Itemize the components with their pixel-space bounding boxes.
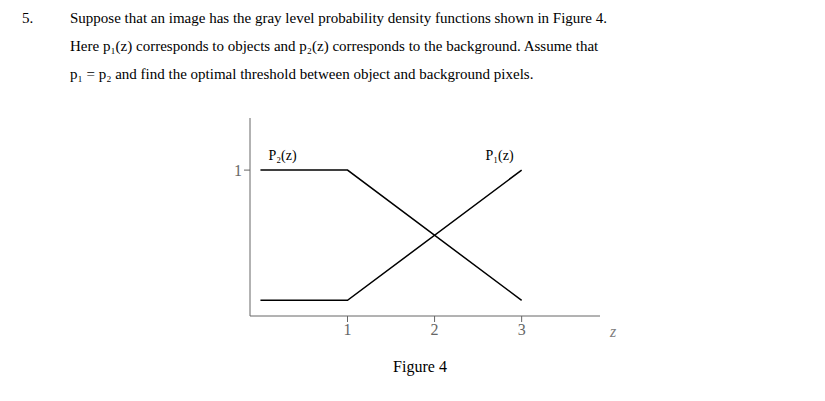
html-text:Figure 4: Figure 4: [393, 358, 447, 375]
svg-text:z: z: [609, 323, 617, 340]
html-text:5.: 5.: [22, 10, 34, 26]
svg-text:1: 1: [344, 321, 352, 338]
svg-text:P₂(z): P₂(z): [268, 148, 297, 164]
svg-text:1: 1: [234, 162, 242, 179]
html-text:Suppose that an image has the: Suppose that an image has the gray level…: [70, 10, 607, 26]
svg-text:3: 3: [518, 321, 526, 338]
html-text:p₁ = p₂ and find the optimal t: p₁ = p₂ and find the optimal threshold b…: [70, 66, 534, 82]
svg-text:2: 2: [431, 321, 439, 338]
svg-text:P₁(z): P₁(z): [485, 148, 514, 164]
html-text:Here p₁(z) corresponds to obje: Here p₁(z) corresponds to objects and p₂…: [70, 38, 599, 54]
